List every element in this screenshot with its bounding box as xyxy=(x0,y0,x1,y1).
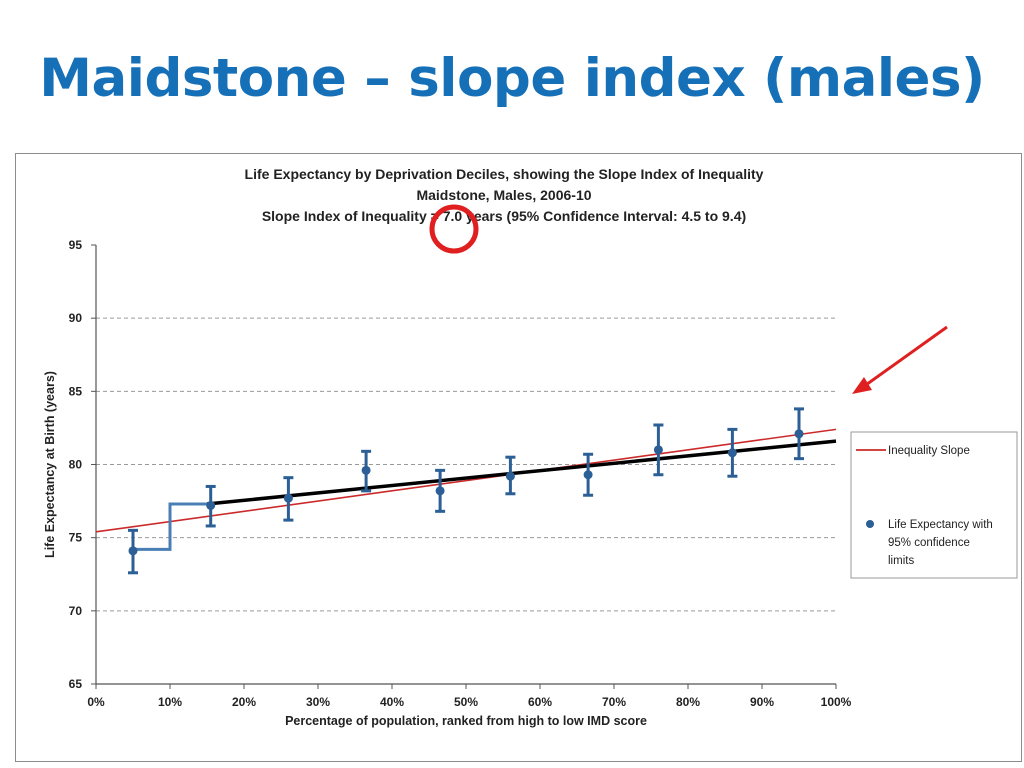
x-tick-label: 100% xyxy=(821,695,852,709)
x-tick-label: 80% xyxy=(676,695,700,709)
plot-series xyxy=(95,407,837,575)
x-axis-title: Percentage of population, ranked from hi… xyxy=(285,714,647,728)
legend-label-life-expectancy: 95% confidence xyxy=(888,537,970,549)
legend-label-inequality-slope: Inequality Slope xyxy=(888,445,970,457)
data-point xyxy=(727,448,737,458)
axes: 65 70 75 80 85 90 95 0% 10% 20% 30% 40% 50% 60% 70% 80%… xyxy=(43,238,852,728)
y-tick-label: 70 xyxy=(69,604,83,618)
legend-label-life-expectancy: limits xyxy=(888,555,914,567)
data-point xyxy=(435,486,445,496)
data-point xyxy=(206,500,216,510)
legend-swatch-life-expectancy xyxy=(866,520,874,528)
chart-frame: 65 70 75 80 85 90 95 0% 10% 20% 30% 40% 50% 60% 70% 80%… xyxy=(15,153,1022,762)
legend-label-life-expectancy: Life Expectancy with xyxy=(888,519,993,531)
chart-title: Life Expectancy by Deprivation Deciles, … xyxy=(245,166,764,224)
step-line xyxy=(133,502,207,551)
y-axis-title: Life Expectancy at Birth (years) xyxy=(43,371,57,558)
data-point xyxy=(653,445,663,455)
data-point xyxy=(128,546,138,556)
data-point xyxy=(583,470,593,480)
data-point xyxy=(505,471,515,481)
legend: Inequality Slope Life Expectancy with 95% … xyxy=(850,431,1018,579)
regression-line xyxy=(206,439,837,506)
y-tick-label: 80 xyxy=(69,458,83,472)
x-tick-label: 40% xyxy=(380,695,404,709)
legend-box xyxy=(850,431,1018,579)
x-tick-label: 20% xyxy=(232,695,256,709)
y-tick-label: 85 xyxy=(69,384,83,398)
y-tick-label: 65 xyxy=(69,677,83,691)
y-tick-label: 90 xyxy=(69,311,83,325)
highlight-circle xyxy=(429,204,479,254)
pointer-arrow-head xyxy=(852,377,872,394)
data-point xyxy=(361,465,371,475)
chart-title-line: Maidstone, Males, 2006-10 xyxy=(416,187,591,203)
pointer-arrow-shaft xyxy=(862,325,948,389)
x-tick-label: 10% xyxy=(158,695,182,709)
data-point xyxy=(283,493,293,503)
inequality-slope-line xyxy=(95,428,837,533)
x-tick-label: 70% xyxy=(602,695,626,709)
x-tick-label: 60% xyxy=(528,695,552,709)
annotations xyxy=(429,204,948,394)
data-point xyxy=(794,429,804,439)
chart-title-line: Slope Index of Inequality = 7.0 years (9… xyxy=(262,208,746,224)
chart-title-line: Life Expectancy by Deprivation Deciles, … xyxy=(245,166,764,182)
y-tick-label: 95 xyxy=(69,238,83,252)
x-tick-label: 90% xyxy=(750,695,774,709)
slide-title: Maidstone – slope index (males) xyxy=(39,48,985,109)
life-expectancy-chart: 65 70 75 80 85 90 95 0% 10% 20% 30% 40% 50% 60% 70% 80%… xyxy=(43,166,1018,728)
y-tick-label: 75 xyxy=(69,531,83,545)
x-tick-label: 30% xyxy=(306,695,330,709)
gridlines xyxy=(96,317,836,612)
x-tick-label: 0% xyxy=(87,695,105,709)
x-tick-label: 50% xyxy=(454,695,478,709)
